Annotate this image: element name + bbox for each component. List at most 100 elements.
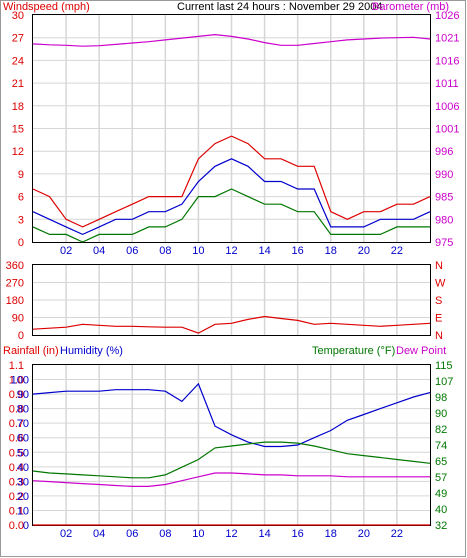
y-left-tick-label: 1.0 (9, 375, 24, 387)
y-left-tick-label: 24 (12, 55, 24, 67)
y-right-tick-label: 49 (435, 488, 447, 500)
y-humidity-tick-label: 0 (23, 520, 29, 532)
x-tick-label: 02 (60, 245, 72, 257)
x-tick-label: 14 (258, 528, 270, 540)
y-left-tick-label: 270 (6, 278, 24, 290)
x-tick-label: 10 (192, 245, 204, 257)
y-right-tick-label: 990 (435, 169, 453, 181)
y-left-tick-label: 0.0 (9, 520, 24, 532)
y-left-tick-label: 21 (12, 78, 24, 90)
green-series-line (32, 188, 430, 243)
y-humidity-tick-label: 10 (17, 505, 29, 517)
barometer-label: Barometer (mb) (372, 1, 449, 13)
y-right-tick-label: 1001 (435, 124, 459, 136)
y-right-tick-label: 1016 (435, 55, 459, 67)
y-left-tick-label: 6 (18, 192, 24, 204)
x-tick-label: 06 (126, 245, 138, 257)
magenta-series-line (32, 472, 430, 487)
y-right-tick-label: 74 (435, 440, 447, 452)
y-right-tick-label: 98 (435, 392, 447, 404)
x-tick-label: 16 (292, 528, 304, 540)
y-right-tick-label: 40 (435, 504, 447, 516)
y-humidity-tick-label: 80 (17, 404, 29, 416)
humidity-label: Humidity (%) (60, 345, 123, 357)
wind-direction-panel (32, 264, 431, 336)
y-humidity-tick-label: 40 (17, 462, 29, 474)
y-right-tick-label: 1011 (435, 78, 459, 90)
y-humidity-tick-label: 90 (17, 389, 29, 401)
x-tick-label: 06 (126, 528, 138, 540)
y-left-tick-label: 1.1 (9, 360, 24, 372)
y-right-tick-label: 996 (435, 146, 453, 158)
chart-title: Current last 24 hours : November 29 2004 (177, 1, 382, 13)
y-right-tick-label: N (435, 330, 443, 342)
magenta-series-line (32, 33, 431, 47)
blue-series-line (32, 382, 431, 448)
y-right-tick-label: 82 (435, 424, 447, 436)
y-right-tick-label: 115 (435, 360, 453, 372)
y-humidity-tick-label: 20 (17, 491, 29, 503)
blue-series-line (32, 158, 431, 236)
y-left-tick-label: 0.2 (9, 491, 24, 503)
x-tick-label: 14 (258, 245, 270, 257)
x-tick-label: 20 (358, 245, 370, 257)
x-tick-label: 22 (391, 245, 403, 257)
y-left-tick-label: 0.9 (9, 389, 24, 401)
y-left-tick-label: 15 (12, 124, 24, 136)
y-left-tick-label: 0.8 (9, 404, 24, 416)
green-series-line (32, 441, 431, 479)
y-humidity-tick-label: 100 (11, 375, 29, 387)
y-right-tick-label: E (435, 313, 442, 325)
x-tick-label: 04 (93, 245, 105, 257)
y-right-tick-label: 1026 (435, 10, 459, 22)
y-left-tick-label: 0.6 (9, 433, 24, 445)
red-series-line (32, 315, 431, 334)
y-left-tick-label: 0 (18, 330, 24, 342)
y-left-tick-label: 360 (6, 260, 24, 272)
dewpoint-label: Dew Point (396, 345, 446, 357)
y-right-tick-label: 90 (435, 408, 447, 420)
windspeed-label: Windspeed (mph) (3, 1, 90, 13)
y-right-tick-label: 985 (435, 192, 453, 204)
y-right-tick-label: 980 (435, 214, 453, 226)
y-left-tick-label: 27 (12, 33, 24, 45)
y-right-tick-label: 1021 (435, 33, 459, 45)
y-right-tick-label: 107 (435, 376, 453, 388)
y-left-tick-label: 18 (12, 101, 24, 113)
temperature-label: Temperature (°F) (312, 345, 395, 357)
x-tick-label: 20 (358, 528, 370, 540)
x-tick-label: 10 (192, 528, 204, 540)
x-tick-label: 12 (225, 528, 237, 540)
wind-barometer-panel (32, 14, 431, 243)
y-left-tick-label: 180 (6, 295, 24, 307)
rainfall-label: Rainfall (in) (3, 345, 59, 357)
x-tick-label: 12 (225, 245, 237, 257)
y-left-tick-label: 90 (12, 313, 24, 325)
y-right-tick-label: 975 (435, 237, 453, 249)
y-right-tick-label: 57 (435, 472, 447, 484)
x-tick-label: 08 (159, 528, 171, 540)
y-left-tick-label: 0.3 (9, 476, 24, 488)
x-tick-label: 04 (93, 528, 105, 540)
x-tick-label: 16 (292, 245, 304, 257)
y-humidity-tick-label: 50 (17, 447, 29, 459)
y-right-tick-label: S (435, 295, 442, 307)
y-left-tick-label: 3 (18, 214, 24, 226)
y-left-tick-label: 0.7 (9, 418, 24, 430)
x-tick-label: 22 (391, 528, 403, 540)
y-humidity-tick-label: 30 (17, 476, 29, 488)
y-right-tick-label: N (435, 260, 443, 272)
y-right-tick-label: 65 (435, 456, 447, 468)
y-left-tick-label: 0.1 (9, 505, 24, 517)
y-right-tick-label: 1006 (435, 101, 459, 113)
y-humidity-tick-label: 70 (17, 418, 29, 430)
y-left-tick-label: 9 (18, 169, 24, 181)
x-tick-label: 02 (60, 528, 72, 540)
red-series-line (32, 135, 431, 228)
x-tick-label: 18 (325, 528, 337, 540)
x-tick-label: 18 (325, 245, 337, 257)
y-right-tick-label: W (435, 278, 446, 290)
